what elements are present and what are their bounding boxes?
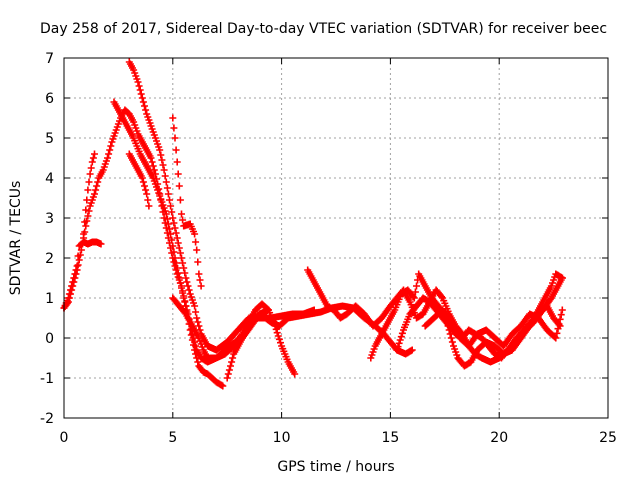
data-markers <box>80 150 98 238</box>
chart-title: Day 258 of 2017, Sidereal Day-to-day VTE… <box>40 21 607 37</box>
y-tick-label: -1 <box>40 371 54 387</box>
y-tick-label: 6 <box>45 91 54 107</box>
y-tick-label: -2 <box>40 411 54 427</box>
data-markers <box>169 114 205 290</box>
y-tick-label: 7 <box>45 51 54 67</box>
data-markers <box>125 150 153 210</box>
x-tick-label: 15 <box>381 430 399 446</box>
data-markers <box>125 58 318 354</box>
x-tick-label: 25 <box>599 430 617 446</box>
x-tick-label: 10 <box>273 430 291 446</box>
series-trace-g <box>80 150 98 238</box>
axis-ticks: 0 5 10 15 20 25 -2 -1 0 1 2 3 4 5 6 7 <box>40 51 617 446</box>
y-tick-label: 3 <box>45 211 54 227</box>
data-markers <box>421 306 566 350</box>
series-trace-e <box>169 114 205 290</box>
grid <box>64 58 608 418</box>
x-tick-label: 0 <box>60 430 69 446</box>
x-tick-label: 20 <box>490 430 508 446</box>
y-tick-label: 5 <box>45 131 54 147</box>
y-tick-label: 1 <box>45 291 54 307</box>
y-axis-label: SDTVAR / TECUs <box>8 181 24 296</box>
x-axis-label: GPS time / hours <box>277 459 394 475</box>
plot-frame <box>63 57 609 419</box>
y-tick-label: 2 <box>45 251 54 267</box>
series-trace-h <box>125 150 153 210</box>
y-tick-label: 0 <box>45 331 54 347</box>
series-trace-c <box>125 58 318 354</box>
plot-area <box>60 58 566 390</box>
series-trace-m <box>421 306 566 350</box>
y-tick-label: 4 <box>45 171 54 187</box>
x-tick-label: 5 <box>168 430 177 446</box>
